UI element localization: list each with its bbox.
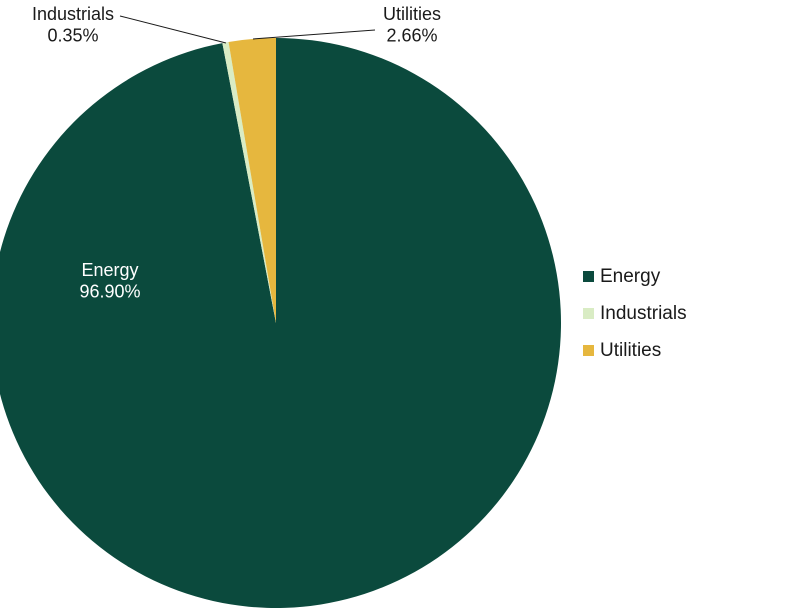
leader-line-utilities (252, 29, 376, 40)
pie-slice-utilities (228, 38, 276, 323)
pie-slices (0, 38, 561, 608)
slice-label-name-industrials: Industrials (32, 4, 114, 24)
legend-label-energy: Energy (600, 265, 661, 287)
legend-swatch-utilities (583, 345, 594, 356)
slice-label-value-energy: 96.90% (79, 282, 140, 302)
slice-label-value-utilities: 2.66% (386, 26, 437, 46)
legend-item-energy: Energy (583, 258, 687, 295)
legend-label-industrials: Industrials (600, 302, 687, 324)
leader-lines (119, 15, 376, 44)
slice-label-industrials: Industrials 0.35% (32, 4, 114, 46)
pie-slice-energy (0, 38, 561, 608)
legend-swatch-energy (583, 271, 594, 282)
legend: Energy Industrials Utilities (583, 258, 687, 369)
slice-label-energy: Energy 96.90% (79, 260, 140, 302)
pie-slice-industrials (222, 41, 276, 323)
legend-swatch-industrials (583, 308, 594, 319)
slice-label-name-utilities: Utilities (383, 4, 441, 24)
slice-label-utilities: Utilities 2.66% (383, 4, 441, 46)
legend-label-utilities: Utilities (600, 339, 662, 361)
leader-line-industrials (119, 15, 227, 44)
slice-label-value-industrials: 0.35% (47, 26, 98, 46)
legend-item-industrials: Industrials (583, 295, 687, 332)
slice-labels: Energy 96.90% Industrials 0.35% Utilities 2.6… (32, 4, 441, 302)
slice-label-name-energy: Energy (81, 260, 138, 280)
legend-item-utilities: Utilities (583, 332, 687, 369)
